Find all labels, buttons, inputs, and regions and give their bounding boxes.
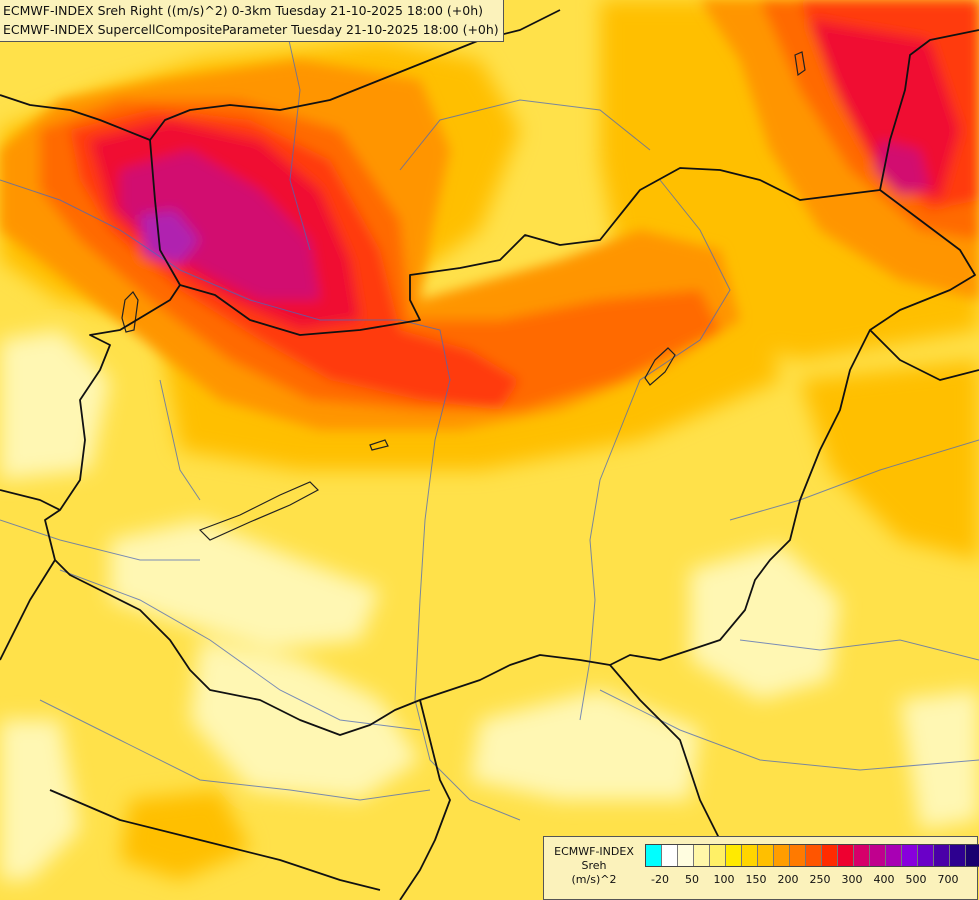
- legend-swatch: [838, 845, 854, 866]
- map-title-line-2: ECMWF-INDEX SupercellCompositeParameter …: [3, 22, 499, 37]
- lake-ne-small: [794, 51, 806, 77]
- lake-center-small: [369, 439, 389, 451]
- legend-swatch: [726, 845, 742, 866]
- river-tisza: [579, 179, 731, 721]
- border-slovenia: [0, 559, 56, 661]
- legend-swatch: [822, 845, 838, 866]
- field-pale-far-east: [900, 690, 979, 830]
- legend-swatch: [646, 845, 662, 866]
- legend-title-source: ECMWF-INDEX: [554, 845, 634, 858]
- border-austria-south: [0, 489, 61, 511]
- legend-swatch: [694, 845, 710, 866]
- river-east-1: [729, 439, 979, 521]
- field-pale-west: [0, 330, 110, 480]
- river-west-2: [159, 379, 201, 501]
- legend-swatch: [710, 845, 726, 866]
- field-magenta-core: [120, 150, 320, 300]
- field-pale-south: [190, 640, 420, 800]
- legend-tick-label: 100: [713, 873, 735, 886]
- border-slovakia-north: [0, 9, 561, 141]
- legend-tick-label: 200: [777, 873, 799, 886]
- map-title-box: ECMWF-INDEX Sreh Right ((m/s)^2) 0-3km T…: [0, 0, 504, 42]
- river-danube: [0, 179, 521, 821]
- map-title-line-1: ECMWF-INDEX Sreh Right ((m/s)^2) 0-3km T…: [3, 3, 483, 18]
- legend-ticks: -20 50 100 150 200 250 300 400 500 700: [645, 873, 975, 889]
- legend-title: ECMWF-INDEX Sreh (m/s)^2: [544, 845, 644, 887]
- legend-swatch: [774, 845, 790, 866]
- color-legend: ECMWF-INDEX Sreh (m/s)^2 -20 50 100 150 200 2…: [543, 836, 979, 900]
- legend-tick-label: 250: [809, 873, 831, 886]
- border-ukraine: [879, 29, 979, 191]
- border-romania-east: [869, 329, 979, 381]
- legend-tick-label: 500: [905, 873, 927, 886]
- river-sava: [39, 699, 431, 801]
- legend-swatch: [950, 845, 966, 866]
- field-gold-south: [120, 790, 250, 880]
- river-north-1: [279, 0, 311, 251]
- river-drava: [59, 569, 421, 731]
- legend-swatch: [918, 845, 934, 866]
- river-east-2: [739, 639, 979, 661]
- legend-tick-label: 400: [873, 873, 895, 886]
- border-croatia-serbia: [399, 699, 451, 900]
- legend-tick-label: 300: [841, 873, 863, 886]
- legend-swatches: [645, 844, 979, 867]
- field-pale-southwest: [0, 720, 80, 880]
- border-austria-west: [149, 139, 181, 286]
- legend-swatch: [870, 845, 886, 866]
- border-bosnia: [49, 789, 381, 891]
- legend-title-unit: (m/s)^2: [571, 873, 617, 886]
- legend-swatch: [934, 845, 950, 866]
- field-purple-peak: [140, 210, 200, 265]
- legend-swatch: [662, 845, 678, 866]
- legend-swatch: [902, 845, 918, 866]
- river-north-2: [399, 99, 651, 171]
- field-pale-center: [110, 520, 380, 650]
- lake-neusiedl: [121, 291, 139, 333]
- field-pale-southeast: [470, 690, 700, 800]
- river-west-1: [0, 519, 200, 561]
- legend-tick-label: 150: [745, 873, 767, 886]
- river-south-east: [599, 689, 979, 771]
- legend-swatch: [742, 845, 758, 866]
- border-hungary: [44, 167, 976, 736]
- legend-title-variable: Sreh: [581, 859, 607, 872]
- legend-swatch: [678, 845, 694, 866]
- legend-tick-label: 700: [937, 873, 959, 886]
- field-magenta-ne: [875, 140, 930, 195]
- legend-tick-label: -20: [651, 873, 669, 886]
- legend-swatch: [966, 845, 979, 866]
- lake-balaton: [198, 481, 319, 541]
- legend-tick-label: 50: [685, 873, 699, 886]
- legend-swatch: [806, 845, 822, 866]
- legend-swatch: [790, 845, 806, 866]
- legend-swatch: [854, 845, 870, 866]
- legend-swatch: [886, 845, 902, 866]
- legend-swatch: [758, 845, 774, 866]
- field-gold-east: [800, 360, 979, 560]
- field-pale-east: [690, 545, 840, 700]
- field-red-ne: [810, 20, 960, 200]
- lake-tisza: [644, 347, 676, 386]
